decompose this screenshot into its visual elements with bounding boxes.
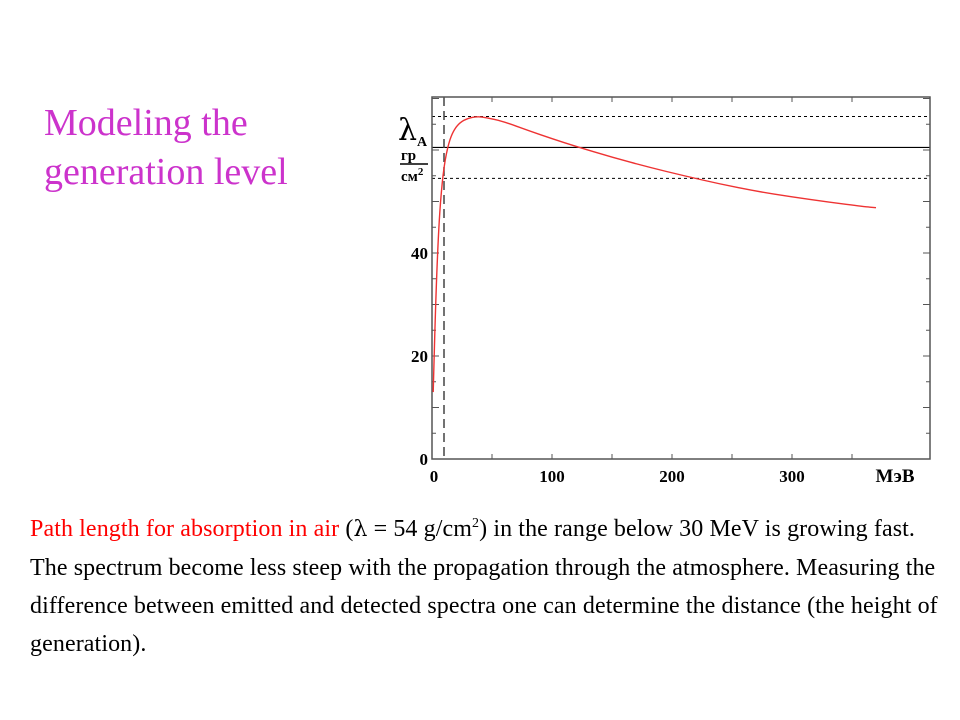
plot-frame <box>431 96 931 460</box>
x-tick-label: 0 <box>430 467 439 486</box>
caption-formula-sup: 2 <box>472 516 480 531</box>
y-tick-label: 20 <box>411 347 428 366</box>
caption-open-paren: ( <box>339 516 354 542</box>
x-tick-label: 300 <box>779 467 805 486</box>
y-unit-denominator-sup: 2 <box>418 166 424 178</box>
axis-ticks <box>431 97 930 460</box>
tick-labels: 0 100 200 300 0 20 40 <box>411 244 805 486</box>
caption-paragraph: Path length for absorption in air (λ = 5… <box>30 510 945 663</box>
caption-highlight: Path length for absorption in air <box>30 516 340 542</box>
y-axis-lambda: λ <box>398 113 417 148</box>
y-axis-symbol: λA <box>398 113 428 150</box>
absorption-curve-0 <box>432 116 877 393</box>
caption-lambda: λ <box>353 517 368 542</box>
y-unit-denominator-text: см <box>401 169 418 185</box>
y-tick-label: 40 <box>411 244 428 263</box>
caption-close-paren: ) <box>479 516 488 542</box>
x-tick-label: 200 <box>659 467 685 486</box>
caption-body: in the range below 30 MeV is growing fas… <box>30 516 938 657</box>
data-series <box>432 116 877 393</box>
y-tick-label: 0 <box>420 450 429 469</box>
y-unit-numerator: гр <box>401 148 416 164</box>
y-axis-subscript: A <box>417 135 428 150</box>
x-unit-label: МэВ <box>875 466 914 487</box>
caption-formula: = 54 g/cm <box>367 516 473 542</box>
y-unit-denominator: см2 <box>401 166 424 185</box>
reference-lines <box>432 97 930 459</box>
x-tick-label: 100 <box>539 467 565 486</box>
slide-title: Modeling the generation level <box>44 102 288 193</box>
